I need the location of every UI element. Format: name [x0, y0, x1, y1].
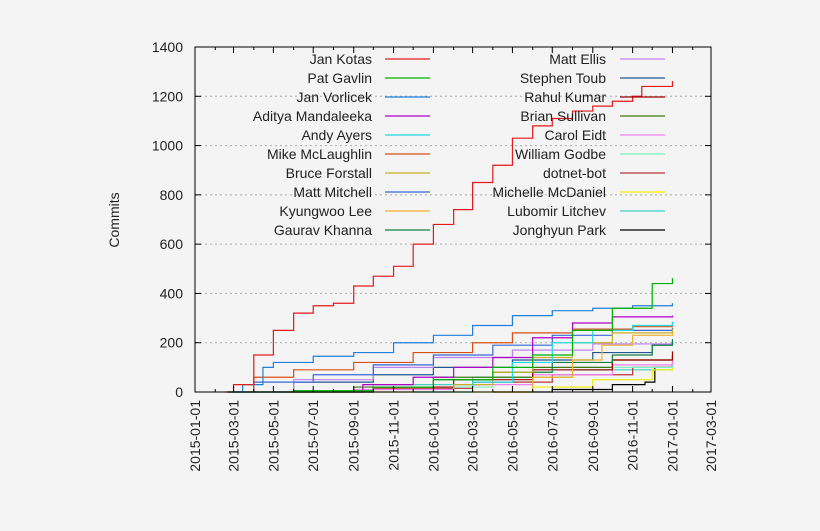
y-tick-label: 800 — [160, 187, 184, 203]
legend-label: Brian Sullivan — [520, 108, 606, 124]
axes: 0 200 400 600 800 1000 1200 1400 2015-01-01 2015-… — [152, 39, 719, 472]
x-tick-label: 2015-05-01 — [265, 400, 281, 472]
series-line-jan-vorlicek — [227, 303, 674, 393]
y-tick-label: 1200 — [152, 88, 183, 104]
series-line-jan-kotas — [224, 81, 674, 393]
series-line-aditya-mandaleeka — [353, 315, 674, 393]
y-tick-label: 600 — [160, 236, 184, 252]
legend-label: Jan Vorlicek — [297, 89, 373, 105]
legend-label: dotnet-bot — [543, 165, 606, 181]
legend-label: Rahul Kumar — [524, 89, 606, 105]
series-line-brian-sullivan — [253, 355, 674, 393]
legend-label: Matt Mitchell — [293, 184, 372, 200]
x-tick-label: 2017-03-01 — [703, 400, 719, 472]
legend-label: Andy Ayers — [301, 127, 372, 143]
legend-label: Gaurav Khanna — [274, 222, 372, 238]
legend: Jan Kotas Pat Gavlin Jan Vorlicek Aditya Ma… — [253, 51, 665, 238]
x-tick-label: 2016-05-01 — [504, 400, 520, 472]
legend-label: Lubomir Litchev — [507, 203, 606, 219]
y-tick-label: 200 — [160, 335, 184, 351]
series-line-matt-mitchell — [227, 327, 674, 393]
legend-label: Jonghyun Park — [513, 222, 607, 238]
x-tick-label: 2016-07-01 — [544, 400, 560, 472]
legend-label: Stephen Toub — [520, 70, 606, 86]
x-tick-label: 2015-03-01 — [226, 400, 242, 472]
x-tick-label: 2017-01-01 — [664, 400, 680, 472]
series-line-dotnet-bot — [233, 364, 674, 393]
legend-label: William Godbe — [515, 146, 606, 162]
y-axis-label: Commits — [106, 192, 122, 247]
grid — [195, 95, 711, 344]
x-tick-label: 2016-11-01 — [625, 400, 641, 471]
y-tick-label: 400 — [160, 285, 184, 301]
y-tick-label: 1400 — [152, 39, 183, 55]
legend-label: Carol Eidt — [545, 127, 607, 143]
x-tick-label: 2016-01-01 — [425, 400, 441, 472]
legend-label: Michelle McDaniel — [492, 184, 606, 200]
x-tick-label: 2016-09-01 — [585, 400, 601, 472]
x-tick-label: 2015-01-01 — [187, 400, 203, 472]
legend-label: Pat Gavlin — [307, 70, 372, 86]
x-tick-label: 2015-09-01 — [346, 400, 362, 472]
legend-label: Aditya Mandaleeka — [253, 108, 372, 124]
y-tick-label: 0 — [175, 384, 183, 400]
x-tick-label: 2015-11-01 — [386, 400, 402, 471]
legend-label: Matt Ellis — [549, 51, 606, 67]
plot-frame — [194, 46, 712, 393]
legend-label: Kyungwoo Lee — [279, 203, 372, 219]
x-tick-label: 2015-07-01 — [305, 400, 321, 472]
legend-label: Bruce Forstall — [286, 165, 372, 181]
y-tick-label: 1000 — [152, 138, 183, 154]
legend-label: Jan Kotas — [310, 51, 372, 67]
series-line-andy-ayers — [413, 321, 674, 393]
x-tick-label: 2016-03-01 — [465, 400, 481, 472]
legend-label: Mike McLaughlin — [267, 146, 372, 162]
series-line-kyungwoo-lee — [492, 330, 674, 393]
